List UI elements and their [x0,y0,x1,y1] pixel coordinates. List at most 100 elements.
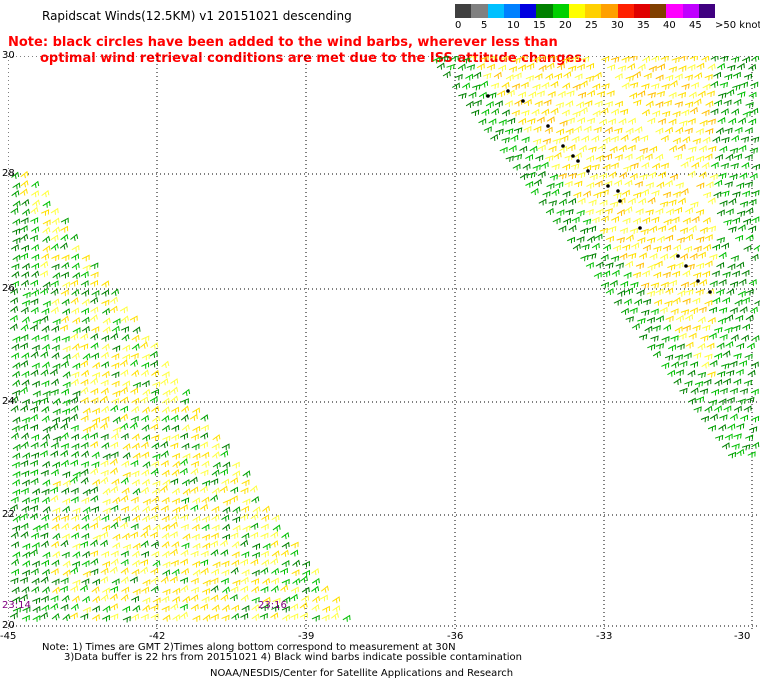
wind-barb [651,83,660,90]
wind-barb [112,426,121,434]
wind-barb [31,334,40,342]
wind-barb [31,344,40,352]
wind-barb [50,602,59,611]
wind-barb [332,596,341,604]
wind-barb [241,551,250,558]
wind-barb [685,289,694,296]
wind-barb [625,260,634,268]
wind-barb [191,560,200,568]
wind-barb [744,154,753,161]
legend-swatch [568,4,585,18]
wind-barb [585,208,594,216]
wind-barb [696,155,705,163]
wind-barb [70,496,79,504]
wind-barb [601,56,610,63]
wind-barb [49,368,58,376]
wind-barb [611,269,620,277]
wind-barb [748,225,757,233]
wind-barb [192,407,201,415]
wind-barb [652,324,661,332]
wind-barb [81,450,90,458]
wind-barb [61,261,70,270]
contamination-marker [561,144,565,148]
wind-barb [120,567,129,575]
wind-barb [42,505,51,514]
wind-barb [150,342,159,350]
wind-barb [211,505,220,513]
wind-barb [31,289,40,297]
contamination-marker [638,226,642,230]
wind-barb [32,199,40,207]
wind-barb [171,452,180,460]
wind-barb [743,379,752,387]
wind-barb [130,459,139,467]
wind-barb [72,327,81,335]
wind-barb [79,584,88,592]
wind-barb [201,515,210,523]
wind-barb [30,424,39,431]
wind-barb [191,523,200,531]
wind-barb [62,381,71,389]
wind-barb [741,334,750,342]
wind-barb [180,514,189,521]
wind-barb [130,523,139,531]
wind-barb [21,398,30,406]
wind-barb [529,145,538,153]
wind-barb [91,614,100,622]
wind-barb [201,460,210,468]
wind-barb [162,389,171,397]
wind-barb [211,487,220,495]
wind-barb [232,470,241,478]
wind-barb [729,360,738,368]
wind-barb [681,109,690,116]
wind-barb [12,488,21,496]
wind-barb [131,568,140,576]
wind-barb [90,271,99,279]
wind-barb [209,540,218,548]
wind-barb [169,521,178,529]
wind-barb [111,362,120,369]
wind-barb [685,207,693,215]
wind-barb [21,569,30,577]
wind-barb [721,363,730,370]
wind-barb [90,279,99,287]
legend-swatch [698,4,715,18]
wind-barb [558,225,567,233]
wind-barb [200,503,209,511]
wind-barb [81,369,90,377]
wind-barb [151,434,160,441]
wind-barb [50,422,59,431]
wind-barb [750,361,759,369]
wind-barb [32,524,41,532]
wind-barb [736,342,745,350]
wind-barb [140,341,149,349]
note-line-1: Note: black circles have been added to t… [8,35,558,50]
wind-barb [72,390,81,398]
wind-barb [199,441,208,449]
wind-barb [232,524,241,532]
wind-barb [615,262,624,269]
wind-barb [591,216,600,224]
wind-barb [702,136,711,144]
wind-barb [685,313,694,322]
wind-barb [607,64,616,71]
wind-barb [664,354,674,361]
wind-barb [130,415,139,423]
wind-barb [659,306,668,314]
wind-barb [80,441,89,449]
wind-barb [120,405,129,413]
wind-barb [468,91,477,99]
wind-barb [162,614,171,622]
wind-barb [566,90,575,97]
wind-barb [687,170,696,178]
wind-barb [493,71,502,79]
wind-barb [102,453,111,461]
wind-barb [82,426,91,434]
wind-barb [101,514,110,522]
wind-barb [627,117,636,125]
wind-barb [732,71,741,79]
wind-barb [190,460,199,468]
wind-barb [604,208,613,215]
wind-barb [60,442,69,450]
wind-barb [694,72,703,80]
